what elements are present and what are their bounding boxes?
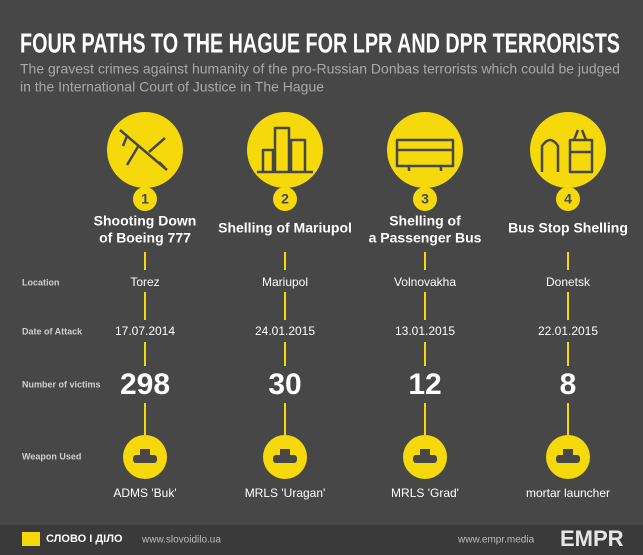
footer-band xyxy=(0,525,643,555)
victims: 12 xyxy=(408,368,441,401)
weapon: MRLS 'Grad' xyxy=(391,486,459,500)
weapon-icon xyxy=(420,449,430,455)
weapon-icon xyxy=(556,455,580,463)
location: Torez xyxy=(130,275,159,289)
weapon-icon xyxy=(280,449,290,455)
step-number: 1 xyxy=(141,191,149,207)
weapon: MRLS 'Uragan' xyxy=(245,486,326,500)
number-circle xyxy=(133,187,157,211)
title: FOUR PATHS TO THE HAGUE FOR LPR AND DPR … xyxy=(20,27,620,58)
number-circle xyxy=(413,187,437,211)
logo-mark xyxy=(22,532,40,546)
location: Donetsk xyxy=(546,275,591,289)
site-link: www.empr.media xyxy=(457,535,535,546)
date: 24.01.2015 xyxy=(255,324,315,338)
victims: 8 xyxy=(560,368,577,401)
step-number: 4 xyxy=(564,191,572,207)
icon xyxy=(257,126,313,174)
icon-circle xyxy=(247,112,323,188)
column-title: Shelling of Mariupol xyxy=(218,220,352,236)
column-title: of Boeing 777 xyxy=(99,230,191,246)
row-label: Date of Attack xyxy=(22,326,83,336)
column-title: Bus Stop Shelling xyxy=(508,220,628,236)
step-number: 3 xyxy=(421,191,429,207)
subtitle: in the International Court of Justice in… xyxy=(20,79,324,95)
logo: СЛОВО І ДІЛО xyxy=(46,533,123,545)
date: 22.01.2015 xyxy=(538,324,598,338)
weapon: mortar launcher xyxy=(526,486,610,500)
icon xyxy=(395,138,455,171)
victims: 30 xyxy=(268,368,301,401)
row-label: Number of victims xyxy=(22,379,101,389)
date: 17.07.2014 xyxy=(115,324,175,338)
row-label: Location xyxy=(22,277,60,287)
weapon-icon xyxy=(273,455,297,463)
icon xyxy=(119,129,168,171)
weapon-icon xyxy=(140,449,150,455)
weapon: ADMS 'Buk' xyxy=(113,486,176,500)
column-title: Shelling of xyxy=(389,213,461,229)
step-number: 2 xyxy=(281,191,289,207)
icon xyxy=(540,129,594,174)
number-circle xyxy=(273,187,297,211)
location: Volnovakha xyxy=(394,275,456,289)
row-label: Weapon Used xyxy=(22,451,81,461)
number-circle xyxy=(556,187,580,211)
weapon-icon xyxy=(413,455,437,463)
weapon-icon xyxy=(133,455,157,463)
date: 13.01.2015 xyxy=(395,324,455,338)
column-title: Shooting Down xyxy=(94,213,197,229)
brand: EMPR xyxy=(560,526,624,551)
icon-circle xyxy=(530,112,606,188)
column-title: a Passenger Bus xyxy=(369,230,482,246)
site-link: www.slovoidilo.ua xyxy=(141,535,221,546)
location: Mariupol xyxy=(262,275,308,289)
subtitle: The gravest crimes against humanity of t… xyxy=(20,61,620,77)
victims: 298 xyxy=(120,368,170,401)
weapon-icon xyxy=(563,449,573,455)
